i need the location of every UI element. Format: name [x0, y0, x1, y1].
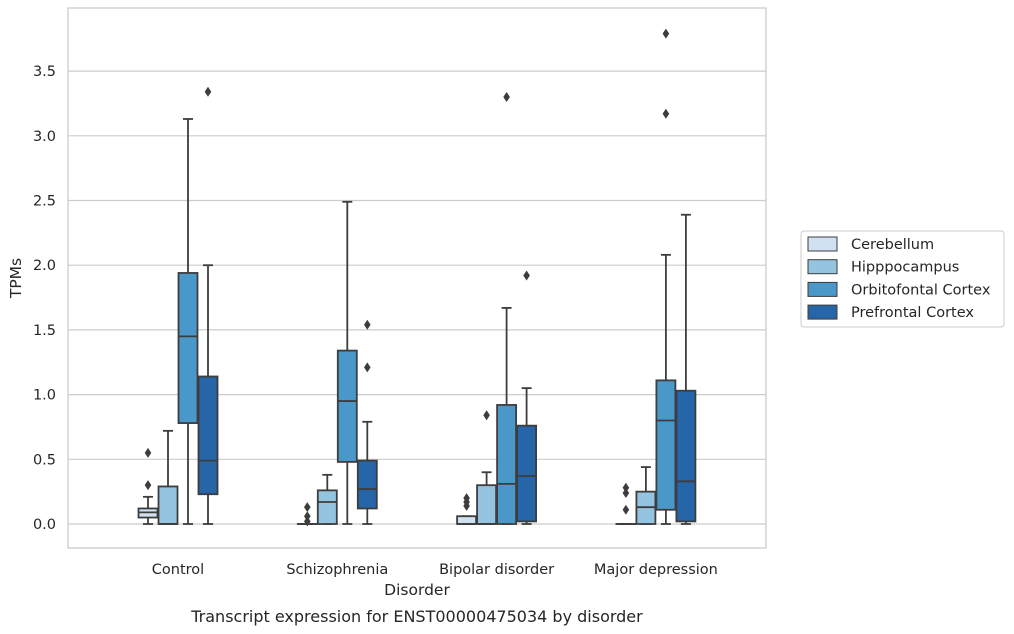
box-1-3	[356, 319, 378, 525]
legend-label: Cerebellum	[851, 237, 934, 253]
y-tick-label: 3.0	[33, 129, 56, 145]
y-tick-label: 1.0	[33, 388, 56, 404]
outlier-point	[622, 482, 630, 493]
box-3-1	[635, 466, 657, 525]
box-0-3	[197, 86, 219, 525]
box-body	[516, 424, 537, 523]
box-1-0	[296, 502, 318, 527]
box-body	[336, 349, 358, 463]
outlier-point	[204, 86, 212, 97]
outlier-point	[523, 270, 530, 281]
outlier-point	[304, 511, 311, 522]
box-body	[157, 485, 179, 525]
box-0-0	[137, 447, 159, 525]
legend-swatch	[807, 281, 838, 297]
legend: Cerebellum Hipppocampus Orbitofontal Corte…	[800, 230, 1005, 328]
outlier-point	[622, 487, 630, 498]
x-axis-label: Disorder	[384, 581, 450, 599]
outlier-point	[364, 319, 371, 330]
outlier-point	[662, 28, 670, 39]
outlier-point	[144, 447, 152, 458]
legend-label: Hipppocampus	[851, 260, 959, 276]
legend-frame	[800, 230, 1005, 328]
y-axis-label: TPMs	[7, 258, 25, 299]
y-tick-label: 3.5	[33, 64, 56, 80]
legend-label: Prefrontal Cortex	[851, 305, 974, 321]
y-tick-label: 1.5	[33, 323, 56, 339]
outlier-point	[304, 502, 311, 513]
box-body	[476, 484, 498, 525]
box-1-1	[316, 473, 338, 525]
box-3-2	[655, 28, 677, 525]
outlier-point	[304, 516, 311, 527]
box-body	[177, 272, 199, 424]
plot-frame	[67, 7, 767, 549]
x-tick-label: Control	[152, 562, 204, 578]
box-1-2	[336, 200, 358, 525]
x-tick-label: Major depression	[594, 562, 718, 578]
box-body	[496, 404, 518, 525]
outlier-point	[503, 91, 510, 102]
x-tick-label: Schizophrenia	[286, 562, 388, 578]
outlier-point	[144, 480, 152, 491]
box-0-2	[177, 118, 199, 525]
box-body	[316, 489, 338, 525]
legend-label: Orbitofontal Cortex	[851, 282, 991, 298]
box-3-3	[675, 213, 697, 525]
box-body	[197, 375, 219, 496]
box-3-0	[615, 482, 637, 525]
box-body	[675, 389, 697, 523]
y-tick-label: 2.5	[33, 194, 56, 210]
legend-swatch	[807, 236, 838, 252]
box-2-0	[456, 493, 478, 525]
outlier-point	[662, 108, 670, 119]
y-tick-label: 0.0	[33, 517, 56, 533]
outlier-point	[622, 504, 630, 515]
x-tick-labels: Control Schizophrenia Bipolar disorder Majo…	[152, 562, 718, 578]
legend-swatch	[807, 304, 838, 320]
figure-caption: Transcript expression for ENST0000047503…	[190, 607, 643, 626]
box-body	[655, 379, 677, 511]
y-tick-label: 0.5	[33, 452, 56, 468]
box-body	[456, 515, 478, 525]
y-tick-labels: 0.0 0.5 1.0 1.5 2.0 2.5 3.0 3.5	[33, 64, 56, 533]
outlier-point	[364, 362, 371, 373]
box-0-1	[157, 429, 179, 525]
box-body	[356, 459, 378, 510]
legend-swatch	[807, 259, 838, 275]
box-2-1	[476, 410, 498, 525]
y-tick-label: 2.0	[33, 258, 56, 274]
outlier-point	[483, 410, 490, 421]
x-tick-label: Bipolar disorder	[439, 562, 554, 578]
outlier-point	[463, 493, 470, 504]
box-2-3	[516, 270, 537, 525]
boxes	[137, 28, 697, 527]
box-2-2	[496, 91, 518, 525]
